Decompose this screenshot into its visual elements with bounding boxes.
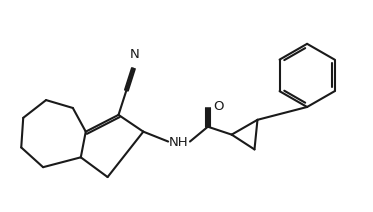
Text: N: N: [129, 48, 139, 61]
Text: O: O: [213, 100, 223, 113]
Text: NH: NH: [169, 136, 189, 149]
